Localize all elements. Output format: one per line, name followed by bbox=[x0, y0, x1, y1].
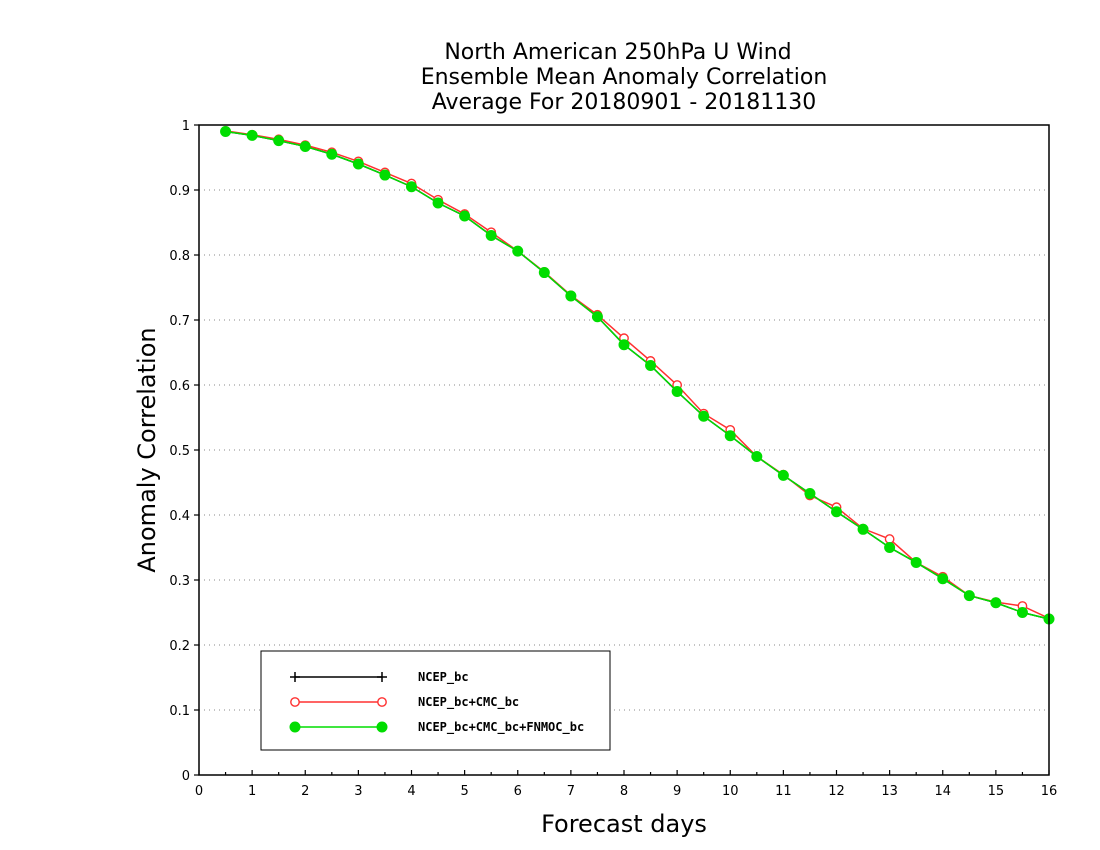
data-point bbox=[299, 140, 311, 152]
data-point bbox=[990, 597, 1002, 609]
x-tick-label: 12 bbox=[828, 784, 845, 799]
legend-marker bbox=[376, 721, 388, 733]
series-1 bbox=[220, 125, 1054, 624]
data-point bbox=[565, 290, 577, 302]
data-point bbox=[804, 488, 816, 500]
x-tick-label: 6 bbox=[514, 784, 522, 799]
data-point bbox=[831, 506, 842, 518]
x-tick-label: 0 bbox=[195, 784, 203, 799]
x-tick-label: 9 bbox=[673, 784, 681, 799]
y-axis-label: Anomaly Correlation bbox=[133, 327, 161, 572]
legend-marker bbox=[377, 672, 387, 682]
data-point bbox=[246, 129, 258, 141]
series-2 bbox=[220, 126, 1055, 625]
data-point bbox=[459, 210, 471, 222]
x-tick-label: 4 bbox=[407, 784, 415, 799]
chart-title-line-2: Ensemble Mean Anomaly Correlation bbox=[421, 65, 828, 90]
data-point bbox=[273, 135, 285, 147]
data-point bbox=[591, 311, 603, 323]
chart-title-line-1: North American 250hPa U Wind bbox=[444, 40, 791, 65]
data-point bbox=[538, 267, 550, 279]
legend-marker bbox=[290, 697, 300, 707]
data-point bbox=[485, 230, 497, 241]
data-point bbox=[618, 339, 630, 351]
legend-item-1: NCEP_bc+CMC_bc bbox=[290, 695, 519, 710]
data-point bbox=[379, 169, 391, 181]
data-point bbox=[751, 451, 763, 462]
x-tick-label: 16 bbox=[1041, 784, 1058, 799]
x-tick-label: 14 bbox=[934, 784, 951, 799]
legend-label: NCEP_bc+CMC_bc+FNMOC_bc bbox=[418, 720, 584, 735]
x-tick-label: 1 bbox=[248, 784, 256, 799]
x-tick-label: 13 bbox=[881, 784, 898, 799]
data-point bbox=[326, 148, 338, 160]
chart-title-line-3: Average For 20180901 - 20181130 bbox=[432, 90, 817, 115]
data-point bbox=[671, 386, 683, 397]
data-point bbox=[910, 556, 922, 568]
y-tick-label: 0 bbox=[182, 769, 190, 784]
data-point bbox=[724, 430, 736, 442]
data-point bbox=[963, 590, 975, 602]
x-tick-label: 7 bbox=[567, 784, 575, 799]
legend: NCEP_bc NCEP_bc+CMC_bc NCEP_bc+CMC_bc+FNMO… bbox=[260, 650, 611, 751]
legend-marker bbox=[289, 721, 301, 733]
data-point bbox=[698, 410, 710, 422]
data-point bbox=[352, 158, 364, 170]
legend-label: NCEP_bc bbox=[418, 670, 469, 685]
x-tick-label: 3 bbox=[354, 784, 362, 799]
x-tick-label: 11 bbox=[775, 784, 792, 799]
y-tick-label: 0.8 bbox=[169, 249, 190, 264]
data-point bbox=[645, 360, 657, 371]
data-point bbox=[937, 573, 949, 585]
y-tick-label: 1 bbox=[182, 119, 190, 134]
legend-item-2: NCEP_bc+CMC_bc+FNMOC_bc bbox=[289, 720, 584, 735]
data-point bbox=[512, 245, 524, 257]
data-point bbox=[220, 126, 232, 137]
x-tick-label: 2 bbox=[301, 784, 309, 799]
data-point bbox=[1016, 607, 1028, 618]
legend-label: NCEP_bc+CMC_bc bbox=[418, 695, 519, 710]
series-layer bbox=[220, 125, 1055, 625]
y-tick-label: 0.9 bbox=[169, 184, 190, 199]
plot-frame bbox=[198, 124, 1050, 776]
x-tick-label: 10 bbox=[722, 784, 739, 799]
legend-box bbox=[260, 650, 611, 751]
series-0 bbox=[220, 126, 1054, 624]
y-tick-label: 0.5 bbox=[169, 444, 190, 459]
y-tick-label: 0.1 bbox=[169, 704, 190, 719]
legend-item-0: NCEP_bc bbox=[290, 670, 469, 685]
grid-layer bbox=[199, 189, 1049, 711]
legend-marker bbox=[290, 672, 300, 682]
data-point bbox=[857, 523, 869, 535]
x-tick-label: 15 bbox=[988, 784, 1005, 799]
y-tick-label: 0.7 bbox=[169, 314, 190, 329]
data-point bbox=[884, 534, 895, 544]
data-point bbox=[777, 469, 789, 481]
data-point bbox=[884, 542, 896, 553]
y-tick-label: 0.6 bbox=[169, 379, 190, 394]
y-tick-label: 0.3 bbox=[169, 574, 190, 589]
legend-marker bbox=[377, 697, 387, 707]
series-line bbox=[225, 130, 1050, 620]
data-point bbox=[406, 181, 417, 193]
axis-layer: 00.10.20.30.40.50.60.70.80.910 1 2 3 4 5 6 7 8 9 1… bbox=[169, 119, 1057, 799]
x-tick-label: 8 bbox=[620, 784, 628, 799]
data-point bbox=[432, 197, 444, 209]
series-line bbox=[225, 130, 1050, 620]
series-line bbox=[225, 130, 1050, 620]
x-axis-label: Forecast days bbox=[541, 810, 707, 838]
y-tick-label: 0.4 bbox=[169, 509, 190, 524]
y-tick-label: 0.2 bbox=[169, 639, 190, 654]
x-tick-label: 5 bbox=[460, 784, 468, 799]
legend-items: NCEP_bc NCEP_bc+CMC_bc NCEP_bc+CMC_bc+FNMO… bbox=[289, 670, 584, 735]
